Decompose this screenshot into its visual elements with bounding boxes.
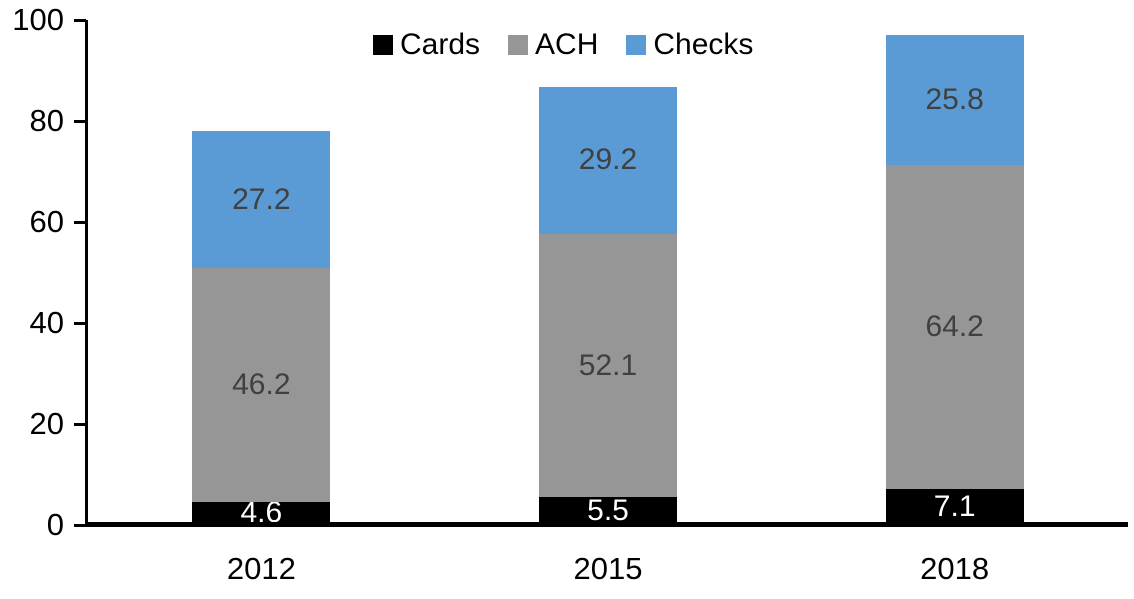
y-tick-label: 20 xyxy=(29,406,64,441)
bar-segment-cards-2018: 7.1 xyxy=(885,489,1024,525)
bar-segment-checks-2012: 27.2 xyxy=(192,131,331,269)
legend-swatch-checks xyxy=(626,35,647,55)
y-tick-label: 80 xyxy=(29,103,64,138)
legend-item-checks: Checks xyxy=(626,30,753,60)
segment-value-label: 25.8 xyxy=(925,82,984,116)
x-axis xyxy=(85,522,1128,527)
segment-value-label: 29.2 xyxy=(578,143,638,177)
segment-value-label: 64.2 xyxy=(925,310,984,344)
bar-segment-ach-2012: 46.2 xyxy=(192,268,331,502)
y-tick-label: 40 xyxy=(29,305,64,340)
y-tick-label: 60 xyxy=(29,204,64,239)
bar-segment-ach-2018: 64.2 xyxy=(885,164,1024,490)
y-tick xyxy=(74,18,86,22)
legend-swatch-cards xyxy=(373,35,393,55)
y-tick xyxy=(74,321,86,325)
legend-label-checks: Checks xyxy=(653,28,754,61)
x-tick-label-2018: 2018 xyxy=(920,551,990,586)
bar-segment-checks-2015: 29.2 xyxy=(539,86,677,235)
y-tick-label: 0 xyxy=(46,507,64,542)
y-axis xyxy=(85,20,88,525)
legend-swatch-ach xyxy=(508,35,529,55)
bar-segment-checks-2018: 25.8 xyxy=(885,34,1024,165)
y-tick xyxy=(74,220,86,224)
x-tick-label-2015: 2015 xyxy=(573,551,643,586)
y-tick xyxy=(74,119,86,123)
segment-value-label: 52.1 xyxy=(578,348,638,382)
legend: Cards ACH Checks xyxy=(373,30,753,60)
bar-segment-ach-2015: 52.1 xyxy=(539,234,677,498)
bar-segment-cards-2015: 5.5 xyxy=(539,494,677,528)
legend-item-cards: Cards xyxy=(373,30,480,60)
segment-value-label: 5.5 xyxy=(587,494,629,528)
legend-label-ach: ACH xyxy=(535,28,599,61)
y-tick xyxy=(74,422,86,426)
segment-value-label: 46.2 xyxy=(232,368,291,402)
x-tick-label-2012: 2012 xyxy=(226,551,296,586)
y-tick-label: 100 xyxy=(12,2,64,37)
legend-label-cards: Cards xyxy=(400,28,481,61)
segment-value-label: 27.2 xyxy=(232,182,291,216)
segment-value-label: 7.1 xyxy=(933,490,976,524)
y-tick xyxy=(74,523,86,527)
legend-item-ach: ACH xyxy=(508,30,598,60)
